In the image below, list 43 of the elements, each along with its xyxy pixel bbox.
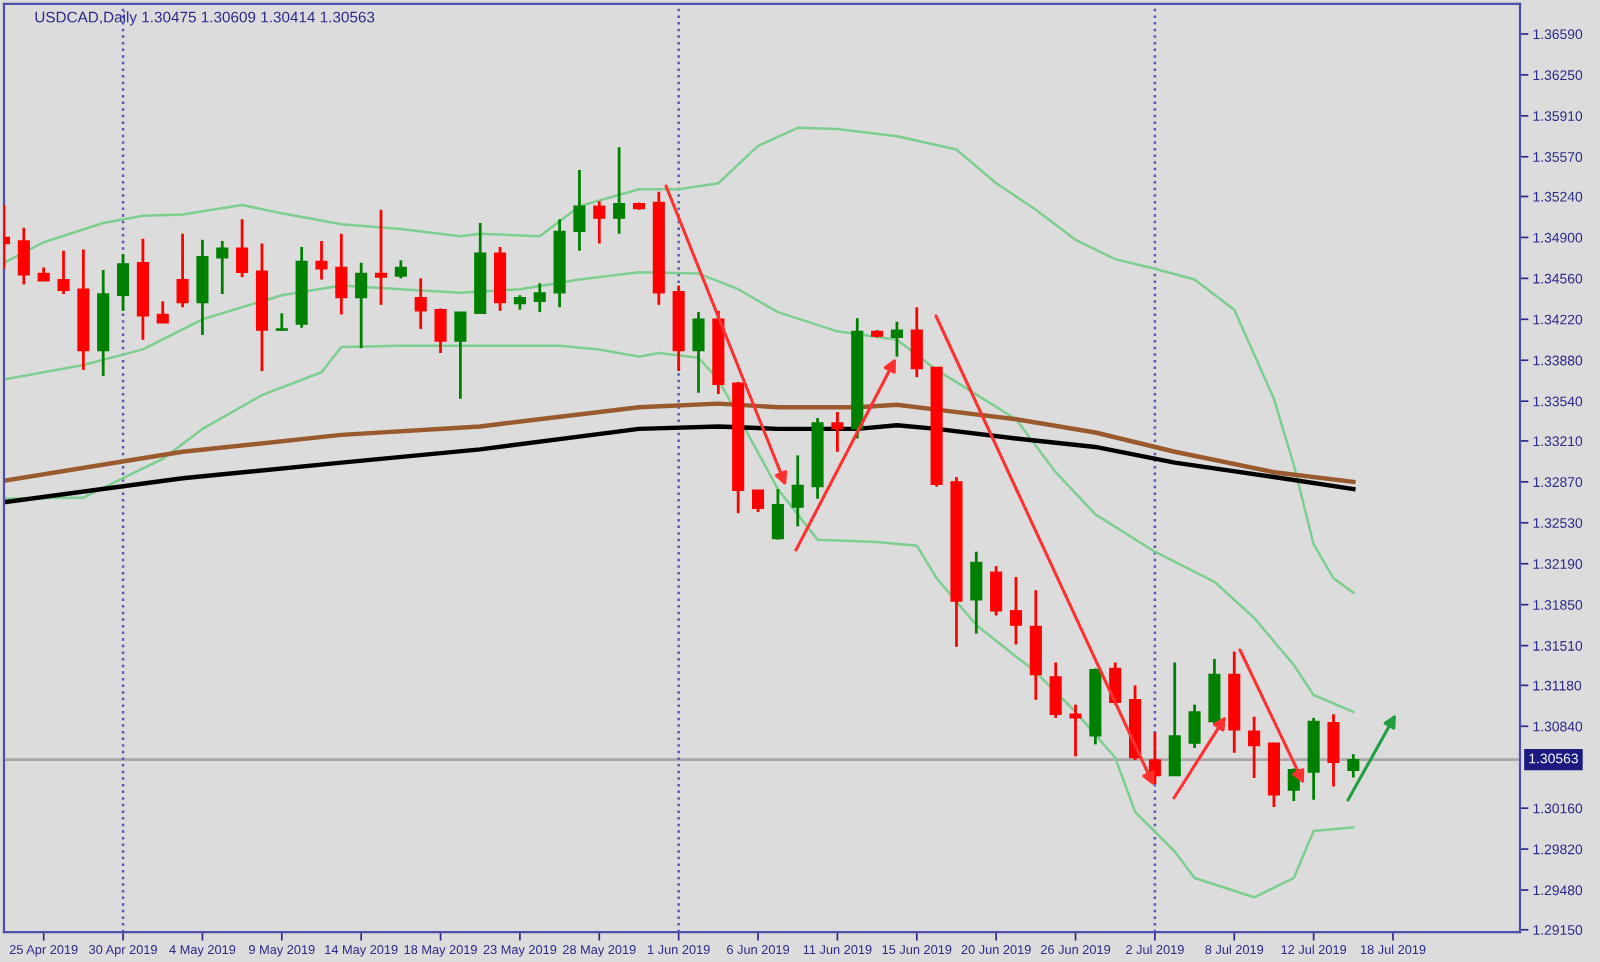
candlestick — [216, 239, 229, 296]
candlestick — [1188, 703, 1201, 750]
candlestick — [335, 232, 348, 316]
line-series — [4, 344, 1355, 899]
candlestick — [890, 320, 903, 359]
candlestick — [156, 299, 169, 325]
candlestick — [990, 564, 1003, 617]
candlestick — [573, 168, 586, 253]
candlestick — [196, 238, 209, 337]
candlestick — [791, 453, 804, 528]
candlestick — [355, 261, 368, 350]
candlestick — [394, 258, 407, 280]
candlestick — [1248, 715, 1261, 780]
candlestick — [57, 249, 70, 296]
candlestick — [236, 217, 249, 279]
candlestick — [117, 252, 130, 313]
candlestick — [434, 307, 447, 355]
candlestick — [315, 239, 328, 281]
candlestick — [1168, 661, 1181, 778]
line-series — [4, 401, 1356, 485]
candlestick — [374, 208, 388, 307]
line-series — [4, 126, 1355, 594]
candlestick — [17, 226, 30, 286]
candlestick — [1009, 575, 1023, 646]
candlestick — [1069, 703, 1082, 758]
candlestick — [831, 410, 844, 454]
candlestick — [1327, 712, 1340, 788]
candlestick — [751, 488, 765, 514]
candlestick — [970, 550, 983, 635]
candlestick — [1208, 657, 1221, 727]
candlestick — [692, 310, 705, 395]
candlestick — [1347, 752, 1360, 779]
candlestick — [1049, 661, 1062, 720]
candlestick — [275, 311, 288, 332]
line-series — [4, 423, 1356, 505]
candlestick — [593, 199, 606, 245]
candlestick — [414, 276, 427, 331]
candlestick — [910, 305, 923, 379]
candlestick — [613, 145, 626, 236]
candlestick — [176, 232, 189, 309]
candlestick — [533, 281, 546, 314]
candlestick — [454, 310, 467, 401]
candlestick — [771, 487, 784, 542]
